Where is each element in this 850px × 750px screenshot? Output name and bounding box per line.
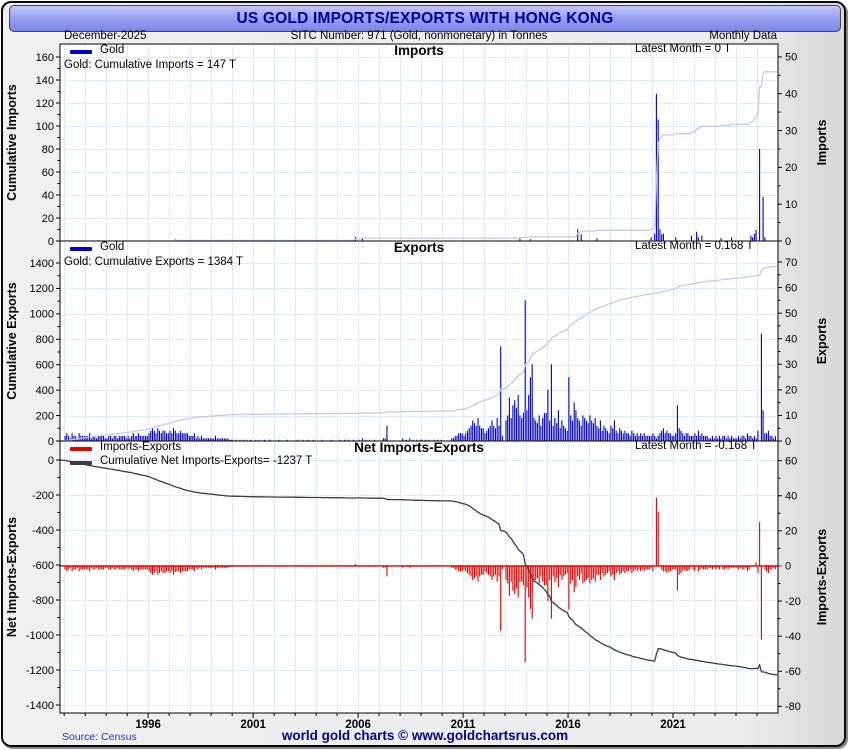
left-tick-label: 400 — [36, 385, 54, 397]
panel-imports-title: Imports — [394, 43, 444, 58]
cumulative-line-exports — [59, 265, 778, 442]
exports-legend-label: Gold — [100, 240, 125, 253]
imports-legend-label: Gold — [100, 43, 125, 56]
net-cumulative-legend-label: Cumulative Net Imports-Exports= -1237 T — [100, 455, 313, 467]
x-axis-year-label: 2001 — [240, 719, 266, 731]
right-tick-label: 50 — [785, 308, 797, 320]
right-tick-label: -40 — [785, 631, 801, 643]
left-axis-title-net: Net Imports-Exports — [5, 517, 19, 637]
left-tick-label: 160 — [36, 52, 54, 64]
plot-area-net — [60, 441, 778, 713]
right-tick-label: -80 — [785, 701, 801, 713]
sitc-label: SITC Number: 971 (Gold, nonmonetary) in … — [290, 30, 548, 42]
right-tick-label: 20 — [785, 385, 797, 397]
left-tick-label: -200 — [32, 490, 54, 502]
left-tick-label: 20 — [42, 213, 54, 225]
x-axis-year-label: 2021 — [660, 719, 686, 731]
net-cumulative-legend-swatch — [70, 461, 92, 465]
left-tick-label: 80 — [42, 144, 54, 156]
right-tick-label: 0 — [785, 561, 791, 573]
right-tick-label: 50 — [785, 52, 797, 64]
imports-legend-swatch — [70, 50, 92, 54]
left-tick-label: 100 — [36, 121, 54, 133]
left-tick-label: 40 — [42, 190, 54, 202]
left-tick-label: 0 — [48, 236, 54, 248]
right-tick-label: 20 — [785, 162, 797, 174]
left-tick-label: -1200 — [26, 665, 54, 677]
right-tick-label: 40 — [785, 333, 797, 345]
right-tick-label: 30 — [785, 125, 797, 137]
cumulative-line-imports — [60, 71, 778, 242]
left-tick-label: -1400 — [26, 700, 54, 712]
right-axis-title-exports: Exports — [815, 318, 829, 365]
net-legend-swatch — [70, 447, 92, 451]
left-axis-title-exports: Cumulative Exports — [5, 282, 19, 399]
right-tick-label: 60 — [785, 455, 797, 467]
imports-cumulative-annotation: Gold: Cumulative Imports = 147 T — [64, 59, 237, 71]
x-axis-year-label: 2016 — [555, 719, 581, 731]
right-tick-label: 0 — [785, 436, 791, 448]
right-tick-label: 60 — [785, 282, 797, 294]
right-tick-label: 0 — [785, 236, 791, 248]
x-axis-year-label: 2006 — [345, 719, 371, 731]
right-tick-label: 30 — [785, 359, 797, 371]
left-tick-label: 0 — [48, 455, 54, 467]
panel-net-title: Net Imports-Exports — [354, 440, 484, 455]
left-tick-label: 600 — [36, 360, 54, 372]
plot-area-imports — [60, 44, 778, 241]
right-tick-label: 40 — [785, 89, 797, 101]
left-tick-label: -600 — [32, 560, 54, 572]
right-tick-label: 10 — [785, 199, 797, 211]
imports-latest-month: Latest Month = 0 T — [635, 42, 731, 55]
right-tick-label: 40 — [785, 491, 797, 503]
left-tick-label: 0 — [48, 436, 54, 448]
right-tick-label: 20 — [785, 526, 797, 538]
exports-cumulative-annotation: Gold: Cumulative Exports = 1384 T — [64, 256, 244, 268]
right-axis-title-imports: Imports — [815, 120, 829, 166]
left-tick-label: 120 — [36, 98, 54, 110]
right-tick-label: 70 — [785, 257, 797, 269]
copyright-label: world gold charts © www.goldchartsrus.co… — [281, 728, 569, 743]
left-tick-label: -400 — [32, 525, 54, 537]
monthly-bars-net — [64, 497, 778, 663]
right-axis-title-net: Imports-Exports — [815, 529, 829, 626]
left-tick-label: 60 — [42, 167, 54, 179]
left-axis-title-imports: Cumulative Imports — [5, 84, 19, 201]
right-tick-label: 10 — [785, 410, 797, 422]
frequency-label: Monthly Data — [709, 30, 777, 42]
plot-area-exports — [60, 241, 778, 441]
panel-exports-title: Exports — [393, 240, 445, 255]
left-tick-label: 1400 — [30, 258, 54, 270]
left-tick-label: 800 — [36, 334, 54, 346]
left-tick-label: 200 — [36, 410, 54, 422]
exports-legend-swatch — [70, 247, 92, 251]
subheader-row: December-2025 SITC Number: 971 (Gold, no… — [60, 30, 778, 44]
exports-latest-month: Latest Month = 0.168 T — [635, 239, 754, 252]
report-date: December-2025 — [64, 30, 147, 42]
left-tick-label: 1000 — [30, 309, 54, 321]
left-tick-label: -800 — [32, 595, 54, 607]
net-legend-label: Imports-Exports — [100, 440, 182, 453]
left-tick-label: 140 — [36, 75, 54, 87]
right-tick-label: -60 — [785, 666, 801, 678]
source-label: Source: Census — [62, 731, 137, 743]
x-axis-year-label: 2011 — [451, 719, 477, 731]
panel-border-net — [59, 440, 779, 714]
cumulative-line-net — [59, 459, 778, 676]
x-axis-year-label: 1996 — [135, 719, 161, 731]
net-latest-month: Latest Month = -0.168 T — [635, 439, 758, 452]
page-title: US GOLD IMPORTS/EXPORTS WITH HONG KONG — [236, 9, 614, 27]
title-bar: US GOLD IMPORTS/EXPORTS WITH HONG KONG — [9, 5, 841, 32]
monthly-bars-exports — [64, 300, 778, 441]
left-tick-label: -1000 — [26, 630, 54, 642]
left-tick-label: 1200 — [30, 283, 54, 295]
right-tick-label: -20 — [785, 596, 801, 608]
